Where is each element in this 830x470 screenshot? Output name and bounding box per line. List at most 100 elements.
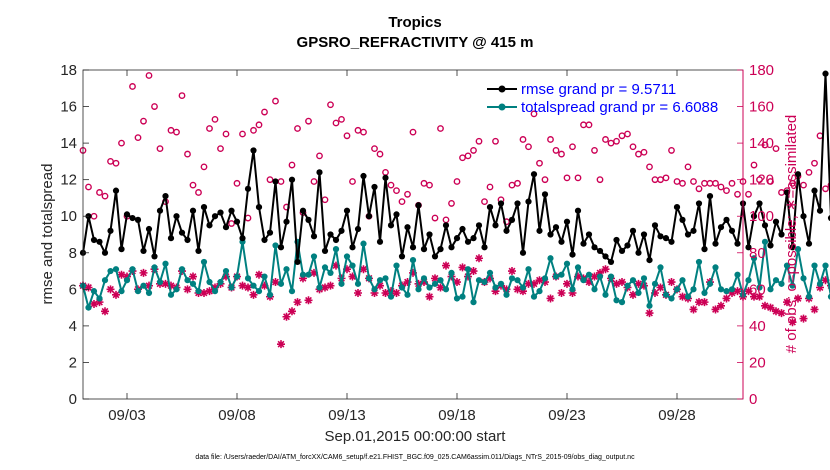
assimilated-obs-point <box>112 290 120 299</box>
possible-obs-point <box>662 174 670 182</box>
assimilated-obs-point <box>629 290 637 299</box>
rmse-point <box>475 222 483 229</box>
assimilated-obs-point <box>491 287 500 296</box>
assimilated-obs-point <box>299 274 307 283</box>
totalspread-point <box>585 271 593 278</box>
assimilated-obs-point <box>255 270 263 279</box>
assimilated-obs-point <box>794 294 802 303</box>
series-layer <box>79 70 830 349</box>
possible-obs-point <box>129 83 136 90</box>
possible-obs-point <box>178 92 186 99</box>
rmse-point <box>618 247 626 255</box>
assimilated-obs-point <box>167 281 175 290</box>
assimilated-obs-point <box>541 278 549 287</box>
totalspread-point <box>145 289 153 297</box>
y-tick-label: 4 <box>69 318 77 335</box>
totalspread-point <box>426 284 433 291</box>
rmse-point <box>404 224 411 231</box>
rmse-point <box>409 244 417 251</box>
totalspread-point <box>310 253 318 260</box>
assimilated-obs-point <box>453 278 461 287</box>
assimilated-obs-point <box>458 263 467 272</box>
possible-obs-point <box>338 115 345 123</box>
assimilated-obs-point <box>332 261 340 270</box>
totalspread-point <box>167 291 175 298</box>
totalspread-point <box>261 273 268 280</box>
totalspread-point <box>519 284 527 291</box>
rmse-point <box>277 244 285 251</box>
assimilated-obs-point <box>370 288 379 297</box>
assimilated-obs-point <box>821 276 830 285</box>
possible-obs-point <box>376 150 384 158</box>
possible-obs-point <box>118 139 125 147</box>
totalspread-point <box>112 266 120 273</box>
totalspread-point <box>767 286 774 293</box>
rmse-point <box>140 247 147 255</box>
totalspread-point <box>580 277 587 284</box>
rmse-point <box>541 191 549 198</box>
assimilated-obs-point <box>436 283 445 292</box>
y-tick-label: 0 <box>69 391 77 408</box>
possible-obs-point <box>332 119 340 127</box>
totalspread-point <box>398 284 406 291</box>
rmse-point <box>420 246 428 253</box>
totalspread-point <box>107 267 114 275</box>
y-tick-label: 16 <box>60 99 77 116</box>
assimilated-obs-point <box>145 281 153 290</box>
rmse-point <box>327 231 334 238</box>
totalspread-point <box>492 284 499 291</box>
chart-subtitle: GPSRO_REFRACTIVITY @ 415 m <box>297 34 534 51</box>
possible-obs-point <box>409 128 417 136</box>
totalspread-point <box>684 293 692 300</box>
rmse-point <box>662 235 670 242</box>
possible-obs-point <box>140 117 147 125</box>
assimilated-obs-point <box>695 298 703 307</box>
rmse-point <box>101 249 109 256</box>
totalspread-point <box>635 289 642 297</box>
possible-obs-point <box>349 178 356 185</box>
totalspread-point <box>668 295 675 302</box>
x-tick-label: 09/03 <box>108 407 146 424</box>
rmse-point <box>459 225 466 233</box>
totalspread-point <box>525 266 532 273</box>
totalspread-point <box>629 277 637 284</box>
possible-obs-point <box>574 174 582 182</box>
assimilated-obs-point <box>574 272 582 281</box>
possible-obs-point <box>151 103 158 110</box>
assimilated-obs-point <box>750 292 758 301</box>
totalspread-point <box>349 262 356 269</box>
possible-obs-point <box>602 136 609 143</box>
assimilated-obs-point <box>535 276 544 285</box>
legend-entry-totalspread: totalspread grand pr = 6.6088 <box>487 99 718 116</box>
rmse-point <box>123 211 131 218</box>
assimilated-obs-point <box>700 298 709 307</box>
totalspread-point <box>437 277 444 284</box>
rmse-point <box>112 187 120 194</box>
rmse-point <box>448 244 455 251</box>
rmse-point <box>261 236 268 244</box>
possible-obs-point <box>266 176 274 184</box>
totalspread-point <box>745 277 752 284</box>
assimilated-obs-point <box>414 279 423 288</box>
assimilated-obs-point <box>200 288 208 297</box>
totalspread-point <box>321 264 329 271</box>
possible-obs-point <box>761 141 769 149</box>
possible-obs-point <box>189 181 197 189</box>
possible-obs-point <box>448 200 455 207</box>
possible-obs-point <box>800 181 807 189</box>
totalspread-point <box>354 280 362 287</box>
rmse-point <box>195 247 202 255</box>
assimilated-obs-point <box>222 272 230 281</box>
totalspread-point <box>376 277 384 284</box>
totalspread-point <box>827 293 830 300</box>
rmse-point <box>728 227 736 234</box>
rmse-point <box>250 147 257 154</box>
rmse-point <box>530 171 538 178</box>
rmse-point <box>789 244 796 251</box>
data-file-footnote: data file: /Users/raeder/DAI/ATM_forcXX/… <box>195 454 635 461</box>
rmse-point <box>310 233 318 240</box>
totalspread-point <box>140 282 147 289</box>
totalspread-point <box>371 286 378 293</box>
possible-obs-point <box>492 137 499 145</box>
rmse-point <box>640 231 648 238</box>
